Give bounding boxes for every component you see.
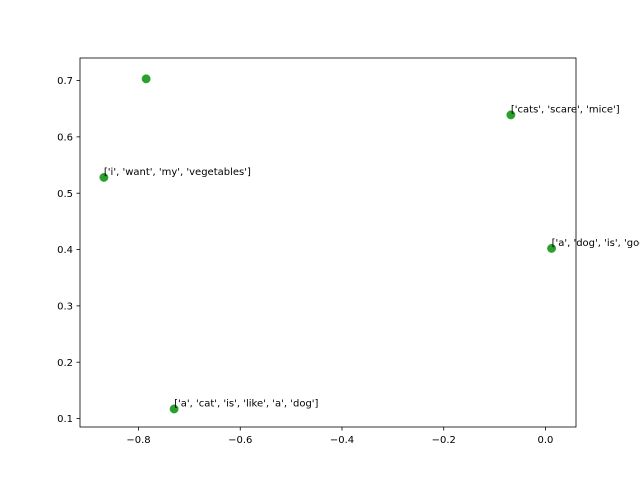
axes-layer: −0.8 −0.6 −0.4 −0.2 0.0 0.1 0.2 0.3 0.4 0.5 0.6 0.7 [57,57,577,446]
point-label: ['a', 'cat', 'is', 'like', 'a', 'dog'] [174,398,318,409]
x-tick-label: −0.4 [330,435,354,446]
y-tick-label: 0.3 [57,301,73,312]
y-tick-label: 0.1 [57,414,73,425]
y-tick-label: 0.4 [57,245,73,256]
scatter-point [141,74,151,84]
x-tick-label: −0.6 [228,435,252,446]
point-label: ['a', 'dog', 'is', 'good'] [552,238,640,249]
scatter-point [169,404,179,414]
y-tick-label: 0.5 [57,189,73,200]
x-tick-label: −0.8 [126,435,150,446]
scatter-point [99,172,109,182]
scatter-point [547,243,557,253]
plot-frame [79,57,577,428]
point-label: ['cats', 'scare', 'mice'] [511,104,620,115]
x-tick-label: 0.0 [538,435,554,446]
y-tick-label: 0.7 [57,76,73,87]
points-layer [99,74,557,414]
scatter-point [506,110,516,120]
y-tick-label: 0.2 [57,358,73,369]
x-tick-label: −0.2 [432,435,456,446]
y-tick-label: 0.6 [57,132,73,143]
point-labels-layer: ['cats', 'scare', 'mice'] ['i', 'want', '… [104,104,640,409]
point-label: ['i', 'want', 'my', 'vegetables'] [104,167,251,178]
